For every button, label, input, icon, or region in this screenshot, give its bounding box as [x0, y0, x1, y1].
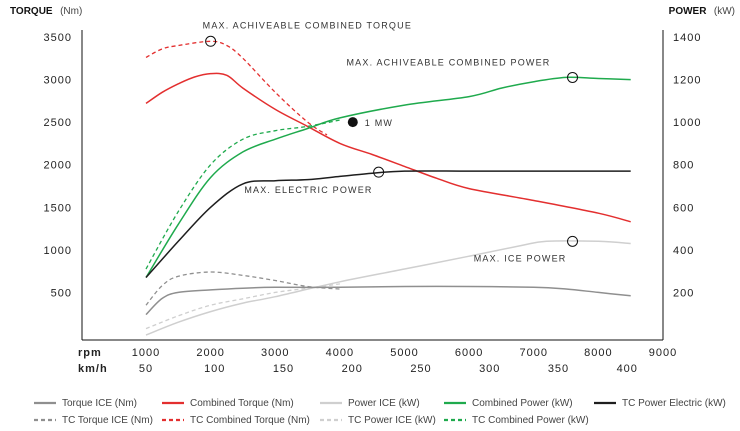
- series-layer: [145, 40, 631, 336]
- x-rpm-tick-label: 8000: [584, 347, 612, 359]
- left-tick-label: 1000: [44, 245, 72, 257]
- legend: Torque ICE (Nm) TC Torque ICE (Nm) Combine…: [34, 398, 726, 426]
- x-kmh-tick-label: 350: [548, 363, 569, 375]
- legend-label-tc-combined-power-kw: TC Combined Power (kW): [472, 415, 589, 426]
- right-tick-label: 200: [673, 287, 694, 299]
- series-line-tc-torque-ice-nm: [145, 271, 340, 306]
- x-rpm-tick-label: 7000: [520, 347, 548, 359]
- legend-label-tc-power-electric-kw: TC Power Electric (kW): [622, 398, 726, 409]
- annotation-marker-max-electric-power: [373, 166, 385, 178]
- left-tick-label: 3000: [44, 75, 72, 87]
- x-rpm-tick-label: 1000: [132, 347, 160, 359]
- annotation-label-max-ice-power: MAX. ICE POWER: [474, 253, 567, 263]
- right-axis-title-unit: (kW): [714, 6, 735, 17]
- ticks-layer: 500 1000 1500 2000 2500 3000 3500 200 400 600 800 1…: [44, 32, 701, 375]
- legend-label-tc-combined-torque-nm: TC Combined Torque (Nm): [190, 415, 310, 426]
- series-line-tc-power-electric-kw: [145, 170, 631, 279]
- x-kmh-tick-label: 300: [479, 363, 500, 375]
- left-tick-label: 500: [51, 287, 72, 299]
- series-line-torque-ice-nm: [145, 285, 631, 316]
- series-line-combined-power-kw: [145, 76, 631, 278]
- series-line-combined-torque-nm: [145, 72, 631, 223]
- series-line-tc-combined-power-kw: [145, 119, 341, 270]
- legend-label-torque-ice-nm: Torque ICE (Nm): [62, 398, 137, 409]
- legend-label-power-ice-kw: Power ICE (kW): [348, 398, 420, 409]
- x-rpm-tick-label: 2000: [196, 347, 224, 359]
- right-tick-label: 800: [673, 160, 694, 172]
- left-tick-label: 2000: [44, 160, 72, 172]
- annotations-layer: MAX. ACHIVEABLE COMBINED TORQUE MAX. ACHI…: [203, 20, 579, 263]
- chart-frame: [81, 30, 664, 341]
- annotation-label-1-mw: 1 MW: [365, 118, 393, 128]
- x-rpm-tick-label: 6000: [455, 347, 483, 359]
- annotation-label-max-achiveable-combined-power: MAX. ACHIVEABLE COMBINED POWER: [346, 57, 550, 67]
- x-kmh-tick-label: 400: [617, 363, 638, 375]
- legend-label-tc-power-ice-kw: TC Power ICE (kW): [348, 415, 436, 426]
- right-tick-label: 1400: [673, 32, 701, 44]
- annotation-marker-max-achiveable-combined-torque: [205, 35, 217, 47]
- x-kmh-tick-label: 150: [273, 363, 294, 375]
- x-kmh-tick-label: 250: [410, 363, 431, 375]
- right-axis-title-bold: POWER: [669, 6, 708, 17]
- legend-label-tc-torque-ice-nm: TC Torque ICE (Nm): [62, 415, 153, 426]
- right-tick-label: 1200: [673, 75, 701, 87]
- x-rpm-tick-label: 4000: [326, 347, 354, 359]
- annotation-label-max-electric-power: MAX. ELECTRIC POWER: [244, 185, 372, 195]
- right-tick-label: 400: [673, 245, 694, 257]
- x-kmh-tick-label: 100: [204, 363, 225, 375]
- left-axis-title-unit: (Nm): [60, 6, 82, 17]
- annotation-marker-max-ice-power: [567, 235, 579, 247]
- annotation-marker-1-mw: [347, 117, 358, 128]
- series-line-tc-combined-torque-nm: [145, 40, 328, 136]
- left-axis-title: TORQUE (Nm): [10, 1, 82, 18]
- x-axis-rpm-label: rpm: [78, 347, 102, 359]
- x-axis-kmh-label: km/h: [78, 363, 108, 375]
- left-tick-label: 3500: [44, 32, 72, 44]
- x-kmh-tick-label: 200: [342, 363, 363, 375]
- x-rpm-tick-label: 9000: [649, 347, 677, 359]
- legend-label-combined-torque-nm: Combined Torque (Nm): [190, 398, 294, 409]
- left-axis-title-bold: TORQUE: [10, 6, 53, 17]
- annotation-marker-max-achiveable-combined-power: [567, 71, 579, 83]
- right-tick-label: 1000: [673, 117, 701, 129]
- annotation-label-max-achiveable-combined-torque: MAX. ACHIVEABLE COMBINED TORQUE: [203, 20, 412, 30]
- series-line-tc-power-ice-kw: [145, 283, 340, 330]
- left-tick-label: 2500: [44, 117, 72, 129]
- right-axis-title: POWER (kW): [669, 1, 735, 18]
- x-rpm-tick-label: 3000: [261, 347, 289, 359]
- left-tick-label: 1500: [44, 202, 72, 214]
- legend-label-combined-power-kw: Combined Power (kW): [472, 398, 573, 409]
- series-line-power-ice-kw: [145, 240, 631, 336]
- right-tick-label: 600: [673, 202, 694, 214]
- x-rpm-tick-label: 5000: [390, 347, 418, 359]
- x-kmh-tick-label: 50: [139, 363, 153, 375]
